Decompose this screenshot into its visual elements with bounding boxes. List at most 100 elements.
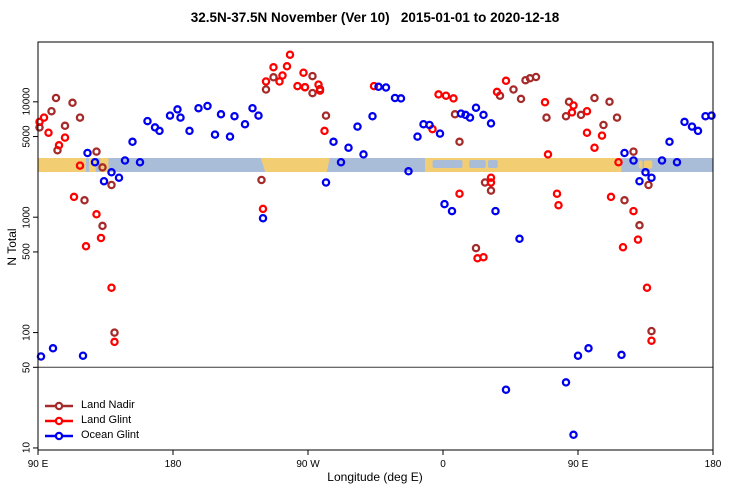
data-point-ocean-glint [353,122,362,131]
data-point-land-nadir [60,121,70,131]
data-point-ocean-glint [258,213,268,223]
data-point-land-glint [81,242,91,251]
data-point-ocean-glint [471,103,481,112]
data-point-ocean-glint [120,156,130,165]
legend-item-land-glint: Land Glint [44,413,139,428]
data-point-ocean-glint [491,206,500,216]
map-strip-sea-patch [488,160,498,168]
legend-label: Ocean Glint [81,429,140,441]
data-point-land-nadir [612,113,622,122]
data-point-ocean-glint [456,109,466,118]
data-point-ocean-glint [381,83,391,92]
data-point-land-nadir [509,85,518,94]
data-point-ocean-glint [693,126,703,136]
data-point-ocean-glint [657,156,667,165]
data-point-ocean-glint [114,173,124,182]
data-point-ocean-glint [225,132,235,141]
data-point-ocean-glint [465,113,475,122]
data-point-land-glint [569,101,578,110]
x-axis-label: Longitude (deg E) [327,470,423,484]
data-point-ocean-glint [254,111,263,120]
data-point-land-glint [629,206,638,216]
data-point-ocean-glint [321,178,331,187]
land-glint-marker-icon [45,416,73,425]
map-strip-island [638,160,643,169]
data-point-ocean-glint [78,351,88,360]
data-point-land-nadir [269,73,278,82]
data-point-ocean-glint [248,103,257,113]
data-point-land-nadir [75,113,85,122]
data-point-land-glint [642,283,652,292]
legend-item-land-nadir: Land Nadir [44,398,139,413]
data-point-ocean-glint [135,157,145,167]
data-point-land-glint [320,126,329,136]
data-point-ocean-glint [194,103,203,113]
data-point-land-glint [110,337,119,347]
data-point-land-nadir [80,196,89,205]
data-point-land-glint [441,91,451,100]
y-tick-label: 5000 [21,125,33,148]
data-point-land-glint [567,108,577,117]
data-point-land-nadir [635,221,644,230]
data-point-ocean-glint [90,157,100,167]
data-point-land-glint [486,173,496,182]
data-point-land-nadir [321,111,331,120]
data-point-ocean-glint [584,344,593,353]
data-point-land-glint [486,178,496,187]
data-point-land-glint [479,252,488,262]
data-point-ocean-glint [680,117,689,127]
data-point-land-glint [647,336,656,345]
data-point-ocean-glint [617,350,626,360]
data-point-ocean-glint [404,167,413,176]
data-point-land-glint [54,141,64,150]
data-point-land-glint [540,98,550,107]
data-point-land-glint [369,81,379,91]
data-point-land-nadir [486,186,496,195]
data-point-land-nadir [455,137,464,147]
data-point-land-glint [258,204,268,214]
data-point-ocean-glint [413,132,422,141]
data-point-land-nadir [47,106,56,116]
data-point-ocean-glint [216,110,226,119]
data-point-land-glint [261,77,271,86]
map-strip-land [38,158,86,172]
data-point-ocean-glint [203,101,212,111]
data-point-ocean-glint [368,111,377,121]
data-point-land-glint [582,128,592,137]
legend-item-ocean-glint: Ocean Glint [44,428,139,443]
data-point-land-nadir [629,147,638,156]
data-point-ocean-glint [425,120,434,130]
data-point-land-glint [614,157,623,167]
data-point-ocean-glint [165,111,175,120]
data-point-land-nadir [110,328,119,337]
x-tick-label: 0 [440,459,446,470]
data-point-ocean-glint [620,148,629,158]
data-point-ocean-glint [435,129,445,138]
data-point-ocean-glint [155,126,164,136]
data-point-land-nadir [98,221,107,231]
data-point-land-glint [60,133,70,142]
data-point-ocean-glint [396,94,406,103]
y-tick-label: 50 [21,361,33,373]
data-point-land-nadir [257,175,266,185]
data-point-land-nadir [576,110,586,120]
data-point-ocean-glint [240,119,250,129]
data-point-land-nadir [561,111,571,121]
data-point-land-glint [96,233,106,243]
data-point-ocean-glint [359,150,368,159]
data-point-land-nadir [599,120,608,130]
data-point-ocean-glint [176,113,185,122]
data-point-land-glint [554,200,563,210]
data-point-land-glint [543,150,553,159]
data-point-ocean-glint [561,378,571,387]
data-point-land-glint [44,128,53,137]
data-point-land-glint [293,81,302,91]
map-strip-sea-patch [469,160,486,168]
data-point-ocean-glint [36,352,46,361]
x-tick-label: 90 E [27,459,49,470]
data-point-land-glint [633,235,643,244]
x-tick-label: 90 E [567,459,589,470]
legend-label: Land Glint [81,414,132,426]
data-point-ocean-glint [647,173,656,182]
